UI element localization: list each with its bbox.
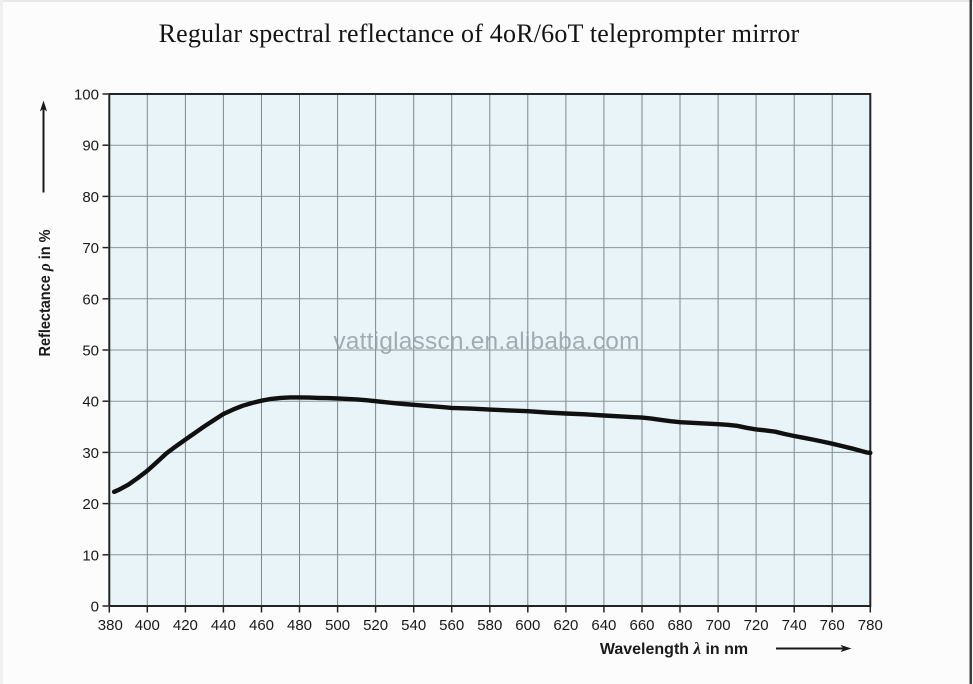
svg-text:620: 620 bbox=[553, 617, 578, 634]
svg-text:460: 460 bbox=[249, 617, 274, 634]
svg-text:520: 520 bbox=[363, 617, 388, 634]
svg-text:80: 80 bbox=[82, 189, 99, 206]
svg-text:40: 40 bbox=[82, 394, 99, 411]
svg-text:10: 10 bbox=[82, 547, 99, 564]
svg-text:740: 740 bbox=[782, 617, 807, 634]
svg-text:90: 90 bbox=[82, 138, 99, 155]
svg-text:400: 400 bbox=[135, 617, 160, 634]
svg-text:600: 600 bbox=[515, 617, 540, 634]
svg-text:Regular spectral reflectance o: Regular spectral reflectance of 4oR/6oT … bbox=[159, 19, 800, 48]
svg-text:780: 780 bbox=[858, 617, 883, 634]
svg-text:420: 420 bbox=[173, 617, 198, 634]
svg-text:760: 760 bbox=[820, 617, 845, 634]
svg-text:70: 70 bbox=[82, 240, 99, 257]
svg-text:580: 580 bbox=[477, 617, 502, 634]
svg-text:640: 640 bbox=[591, 617, 616, 634]
svg-text:560: 560 bbox=[439, 617, 464, 634]
svg-text:700: 700 bbox=[706, 617, 731, 634]
svg-text:Wavelength λ in nm: Wavelength λ in nm bbox=[600, 639, 748, 658]
svg-text:720: 720 bbox=[744, 617, 769, 634]
svg-text:480: 480 bbox=[287, 617, 312, 634]
svg-text:vattiglasscn.en.alibaba.com: vattiglasscn.en.alibaba.com bbox=[333, 328, 639, 355]
svg-text:100: 100 bbox=[74, 87, 99, 104]
svg-text:660: 660 bbox=[629, 617, 654, 634]
svg-text:0: 0 bbox=[91, 599, 99, 616]
svg-text:440: 440 bbox=[211, 617, 236, 634]
svg-text:380: 380 bbox=[98, 617, 123, 634]
svg-text:500: 500 bbox=[325, 617, 350, 634]
svg-text:Reflectance ρ in %: Reflectance ρ in % bbox=[35, 229, 54, 356]
svg-text:680: 680 bbox=[667, 617, 692, 634]
svg-text:30: 30 bbox=[82, 445, 99, 462]
svg-text:60: 60 bbox=[82, 291, 99, 308]
svg-text:540: 540 bbox=[401, 617, 426, 634]
svg-text:50: 50 bbox=[82, 343, 99, 360]
svg-text:20: 20 bbox=[82, 496, 99, 513]
